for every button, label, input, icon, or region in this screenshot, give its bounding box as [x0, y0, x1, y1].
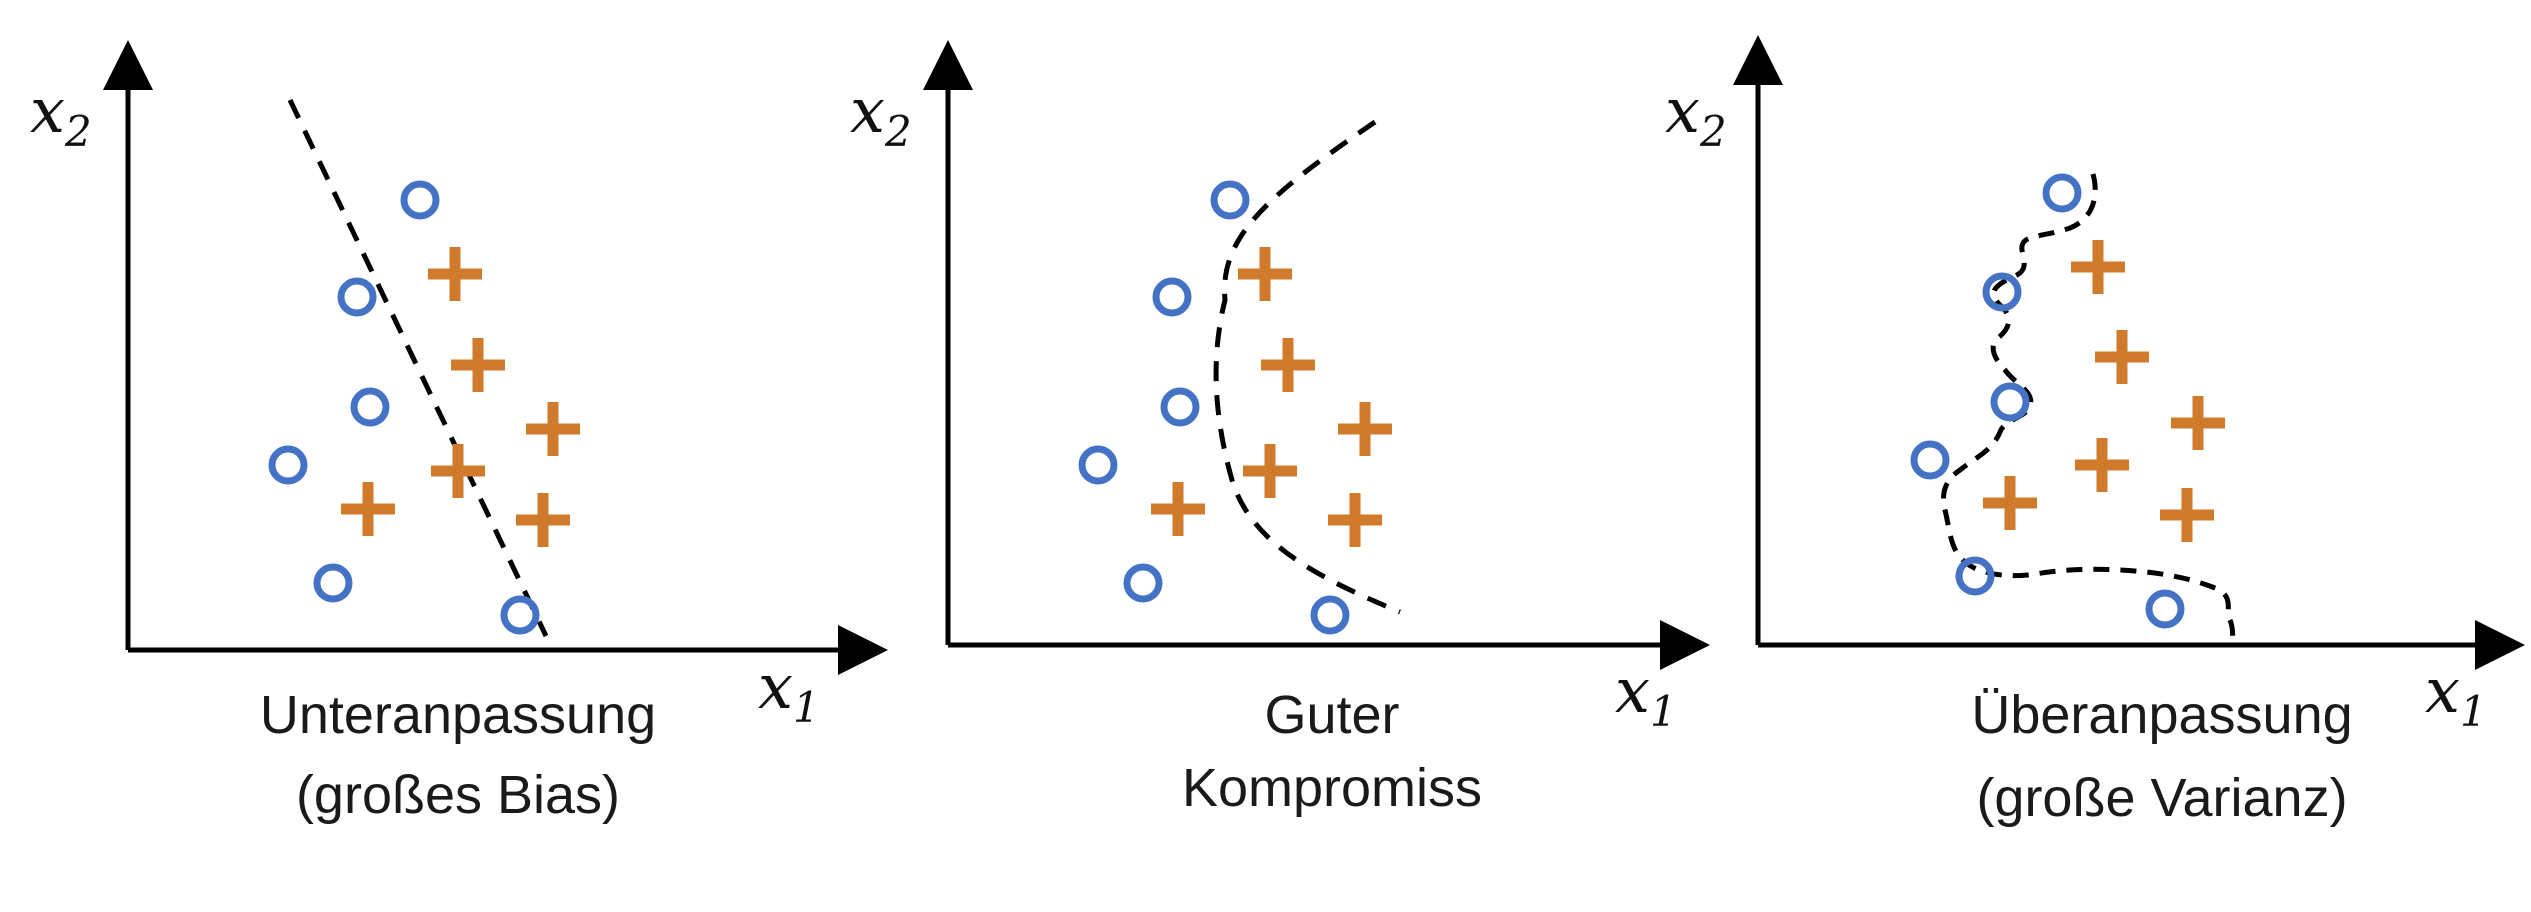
caption-line2: (großes Bias) [296, 765, 620, 825]
x-axis-label: x1 [758, 650, 820, 732]
plus-class-points [1983, 240, 2225, 542]
plus-point [1338, 402, 1392, 456]
circle-point [268, 445, 308, 485]
x-axis-label: x1 [1615, 654, 1677, 736]
plus-point [431, 444, 485, 498]
circle-point [1160, 387, 1200, 427]
panel-overfit: x2 x1 Überanpassung (große Varianz) [1665, 35, 2525, 828]
y-axis-label: x2 [1665, 74, 1727, 156]
circle-point [500, 595, 540, 635]
caption-line1: Guter [1264, 685, 1399, 745]
plus-point [2071, 240, 2125, 294]
x-axis-label: x1 [2425, 654, 2487, 736]
circle-class-points [1078, 180, 1350, 635]
circle-point [2145, 589, 2185, 629]
circle-point [1982, 272, 2022, 312]
circle-point [1123, 563, 1163, 603]
circle-point [400, 180, 440, 220]
plus-point [526, 402, 580, 456]
plus-point [428, 247, 482, 301]
caption-line1: Unteranpassung [260, 685, 656, 745]
caption-line2: (große Varianz) [1976, 768, 2347, 828]
circle-point [350, 387, 390, 427]
plus-point [1261, 338, 1315, 392]
circle-point [1210, 180, 1250, 220]
plus-point [2075, 438, 2129, 492]
y-axis-label: x2 [850, 74, 912, 156]
circle-point [1955, 556, 1995, 596]
plus-point [1243, 444, 1297, 498]
circle-point [1910, 440, 1950, 480]
decision-boundary-wiggly [1941, 173, 2239, 647]
plus-class-points [341, 247, 580, 547]
plus-point [1328, 493, 1382, 547]
circle-point [337, 277, 377, 317]
y-axis-label: x2 [30, 74, 92, 156]
plus-point [2171, 396, 2225, 450]
plus-point [1151, 482, 1205, 536]
circle-point [313, 563, 353, 603]
plus-point [2160, 488, 2214, 542]
circle-point [1990, 382, 2030, 422]
panel-compromise: x2 x1 Guter Kompromiss [850, 40, 1710, 818]
plus-point [1238, 247, 1292, 301]
circle-class-points [1910, 173, 2185, 629]
caption-line1: Überanpassung [1971, 685, 2352, 745]
plus-point [1983, 476, 2037, 530]
circle-class-points [268, 180, 540, 635]
plus-point [516, 493, 570, 547]
caption-line2: Kompromiss [1182, 758, 1482, 818]
circle-point [1152, 277, 1192, 317]
plus-point [341, 482, 395, 536]
plus-point [451, 338, 505, 392]
plus-point [2095, 330, 2149, 384]
panel-underfit: x2 x1 Unteranpassung (großes Bias) [30, 40, 888, 825]
circle-point [2042, 173, 2082, 213]
circle-point [1078, 445, 1118, 485]
decision-boundary-curved [1213, 119, 1401, 615]
plus-class-points [1151, 247, 1392, 547]
circle-point [1310, 595, 1350, 635]
decision-boundary-linear [287, 98, 549, 638]
